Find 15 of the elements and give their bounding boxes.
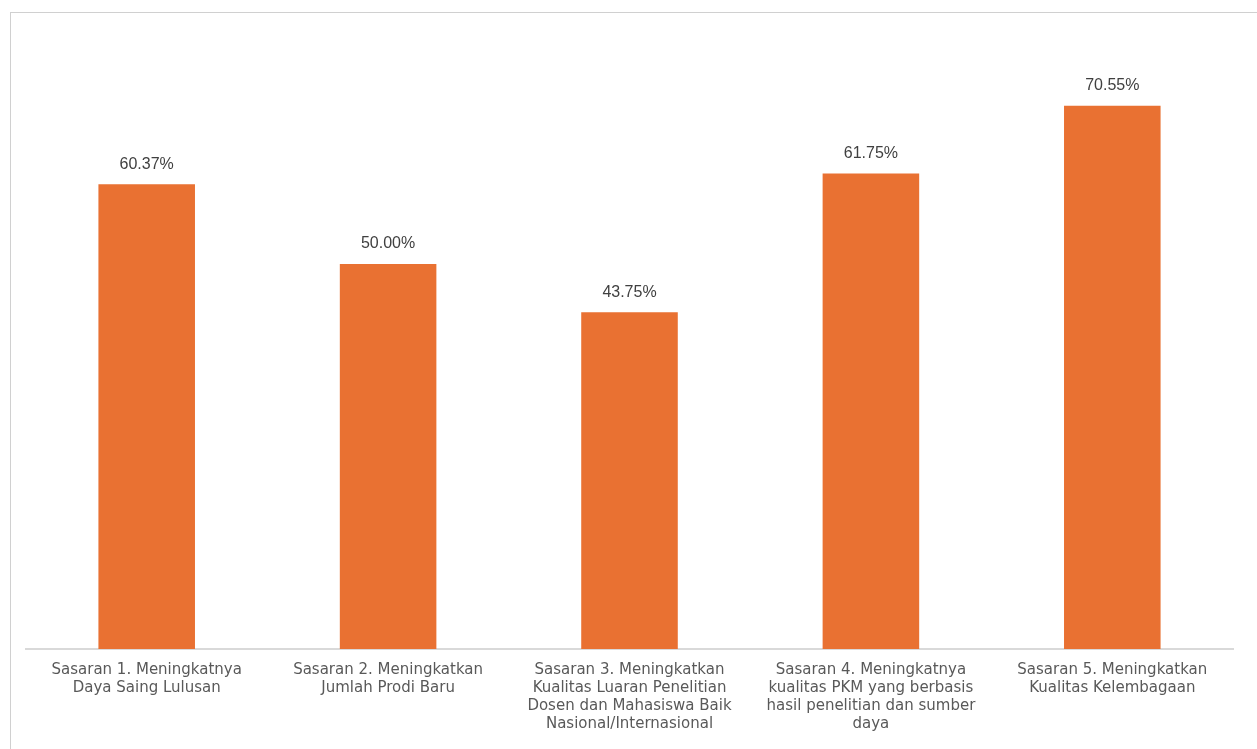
bar	[339, 264, 437, 649]
data-label: 61.75%	[843, 143, 899, 161]
x-tick-label: Sasaran 5. Meningkatkan Kualitas Kelembagaan	[1017, 659, 1208, 696]
data-label: 70.55%	[1085, 76, 1140, 94]
x-tick-label: Sasaran 4. Meningkatnya kualitas PKM yang berbasis hasil penelitian dan sumber daya	[766, 659, 977, 732]
data-label: 43.75%	[602, 282, 657, 300]
bar	[1064, 105, 1161, 649]
bar	[581, 312, 678, 649]
data-label: 60.37%	[119, 154, 174, 172]
x-tick-label: Sasaran 3. Meningkatkan Kualitas Luaran Penelitian Dosen dan Mahasiswa Baik Nasional/Internasional	[527, 659, 732, 732]
bar	[822, 173, 920, 649]
x-tick-label: Sasaran 1. Meningkatnya Daya Saing Lulusan	[51, 659, 242, 696]
data-label: 50.00%	[360, 234, 416, 252]
bar	[98, 184, 195, 649]
x-tick-label: Sasaran 2. Meningkatkan Jumlah Prodi Baru	[293, 659, 484, 696]
